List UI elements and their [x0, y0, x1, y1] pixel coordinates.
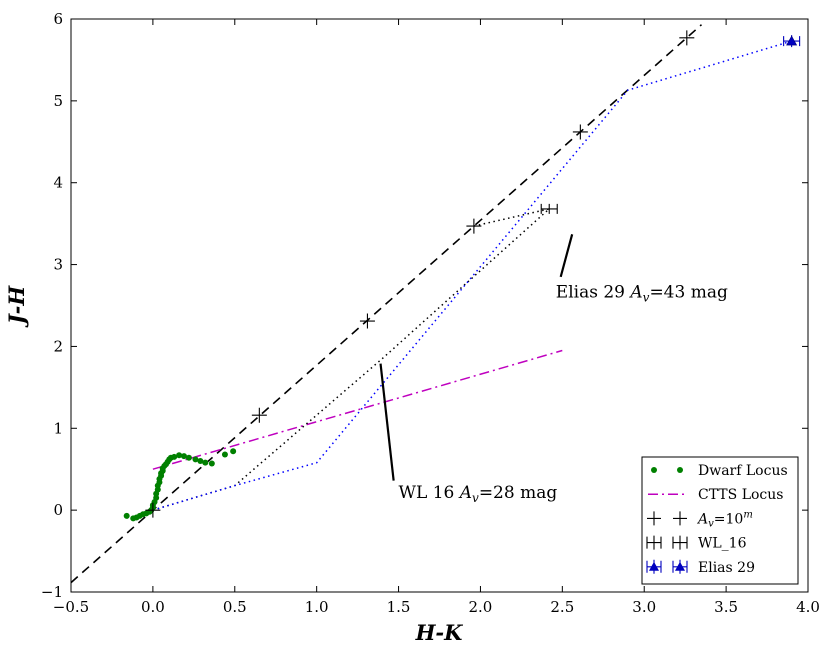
y-tick-label: 6 — [53, 10, 63, 28]
av-marker — [359, 313, 375, 329]
dwarf-locus-point — [185, 454, 192, 461]
legend-marker-dot — [651, 467, 657, 473]
elias-pointer — [559, 233, 574, 278]
av-marker — [145, 502, 161, 518]
plot-frame — [70, 18, 809, 593]
x-tick-label: 1.5 — [387, 598, 411, 616]
legend-label-eq: =10 — [714, 511, 744, 527]
legend-marker-plus — [673, 511, 687, 526]
legend-marker-dot — [677, 467, 683, 473]
dwarf-locus-point — [181, 453, 188, 460]
dwarf-locus-point — [171, 453, 178, 460]
legend-label-sup: m — [743, 509, 752, 520]
legend-box — [641, 456, 799, 585]
x-tick-label: 3.5 — [714, 598, 738, 616]
plot-content — [71, 24, 801, 584]
dwarf-locus-point — [123, 512, 130, 519]
y-tick-label: −1 — [41, 583, 63, 601]
x-tick-label: 4.0 — [796, 598, 820, 616]
legend-marker-triangle — [649, 561, 659, 571]
wl-label: WL 16 Av=28 mag — [399, 483, 558, 505]
x-tick-label: 2.0 — [469, 598, 493, 616]
wl-label-av-sub: v — [472, 491, 479, 505]
legend-label: Av=10m — [696, 509, 753, 529]
dwarf-locus-point — [202, 459, 209, 466]
wl-label-name: WL 16 — [399, 483, 460, 503]
x-tick-label: 2.5 — [550, 598, 574, 616]
x-tick-label: 0.5 — [223, 598, 247, 616]
legend-label-av-sub: v — [708, 518, 714, 529]
legend-marker-plus — [647, 511, 661, 526]
wl-pointer — [379, 363, 395, 481]
elias29-point — [786, 35, 798, 46]
dwarf-locus-point — [197, 458, 204, 465]
x-tick-label: 0.0 — [141, 598, 165, 616]
dwarf-locus-point — [221, 451, 228, 458]
x-axis-label: H-K — [415, 620, 464, 645]
legend-marker-triangle — [675, 561, 685, 571]
legend-label: CTTS Locus — [698, 487, 783, 503]
dwarf-locus-point — [176, 452, 183, 459]
av-marker — [572, 124, 588, 140]
x-tick-label: 1.0 — [305, 598, 329, 616]
legend-label-av: A — [696, 511, 708, 527]
elias29-path — [152, 40, 792, 511]
dwarf-locus-point — [192, 456, 199, 463]
dwarf-locus-point — [208, 460, 215, 467]
legend-marker-errorbar — [672, 535, 688, 550]
av-marker — [251, 407, 267, 423]
elias-label-value: =43 mag — [649, 282, 728, 302]
av-marker — [466, 218, 482, 234]
y-tick-label: 5 — [53, 92, 63, 110]
wl-label-value: =28 mag — [479, 483, 558, 503]
legend-label: Elias 29 — [698, 560, 755, 576]
elias-label: Elias 29 Av=43 mag — [556, 282, 728, 304]
ctts-locus-line — [152, 349, 563, 470]
y-tick-label: 3 — [53, 256, 63, 274]
x-tick-label: −0.5 — [53, 598, 89, 616]
elias-label-name: Elias 29 — [556, 282, 631, 302]
av-marker — [679, 30, 695, 46]
elias-label-av-sub: v — [643, 290, 650, 304]
wl16-point — [540, 203, 558, 214]
wl-label-av: A — [458, 483, 472, 503]
y-axis-label: J-H — [4, 285, 29, 329]
legend-marker-errorbar — [646, 535, 662, 550]
y-tick-label: 2 — [53, 337, 63, 355]
x-tick-label: 3.0 — [632, 598, 656, 616]
reddening-line — [71, 24, 703, 584]
y-tick-label: 4 — [53, 174, 63, 192]
dwarf-locus-point — [230, 448, 237, 455]
y-tick-label: 0 — [53, 501, 63, 519]
legend: Dwarf Locus CTTS Locus Av=10m WL_16 Elias 29 — [641, 456, 799, 585]
legend-label: Dwarf Locus — [698, 463, 788, 479]
axis-ticks: −0.5 0.0 0.5 1.0 1.5 2.0 2.5 3.0 3.5 4.0 −1 0 1 2 3 4 5 6 — [41, 10, 820, 616]
y-tick-label: 1 — [53, 419, 63, 437]
legend-label: WL_16 — [698, 536, 747, 552]
plot-area — [71, 24, 801, 584]
elias-label-av: A — [628, 282, 642, 302]
